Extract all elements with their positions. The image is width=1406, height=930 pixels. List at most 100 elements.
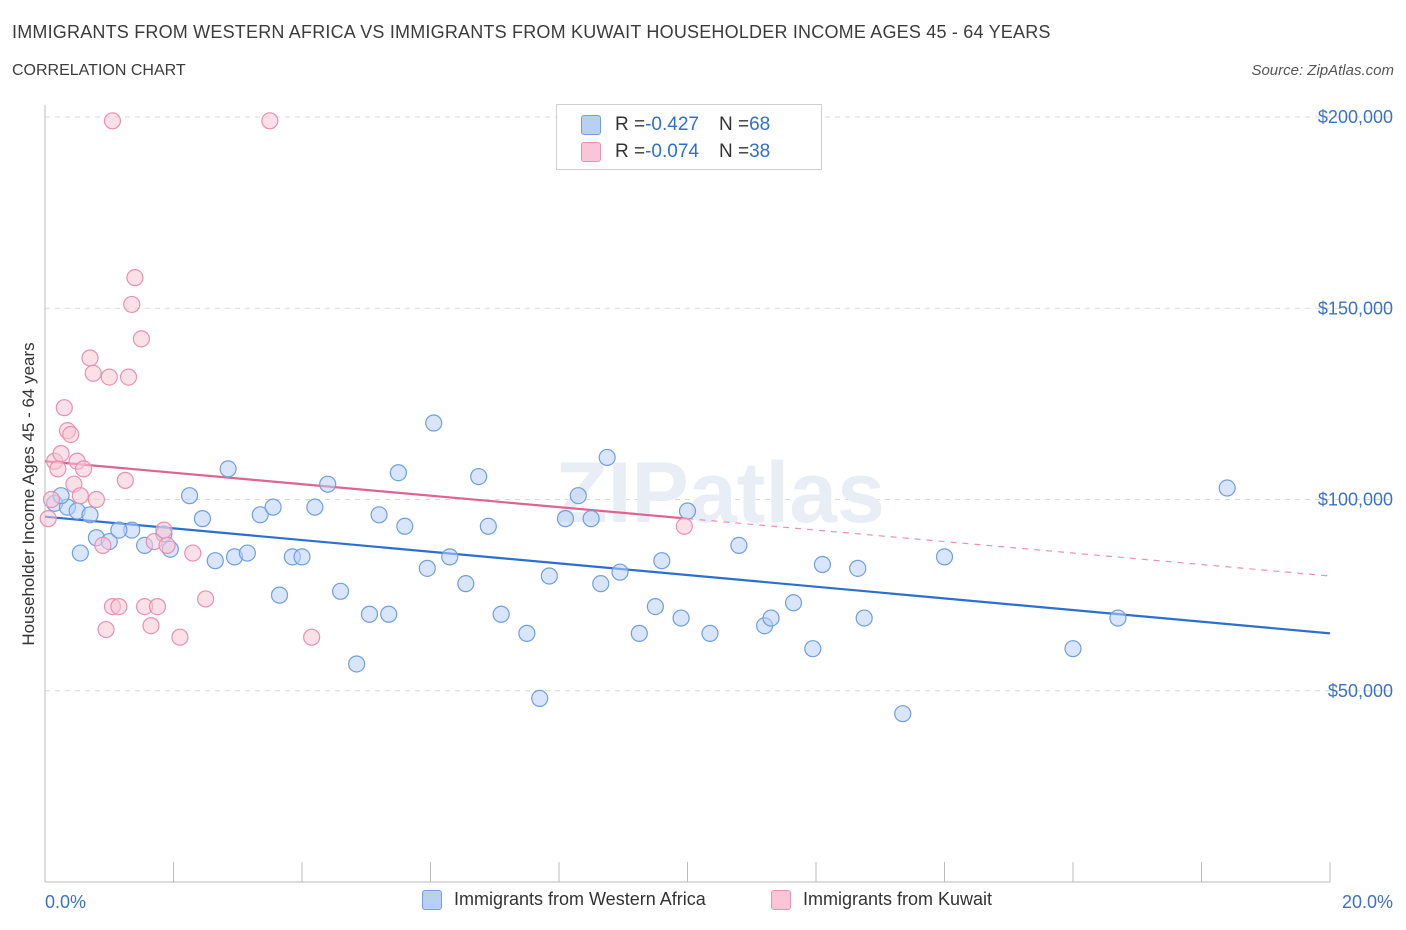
point-western-africa bbox=[1109, 609, 1127, 627]
point-western-africa bbox=[730, 536, 748, 555]
point-kuwait bbox=[97, 620, 115, 639]
point-western-africa bbox=[678, 502, 697, 520]
point-western-africa bbox=[492, 605, 510, 623]
point-western-africa bbox=[556, 510, 575, 528]
point-western-africa bbox=[370, 506, 388, 524]
point-western-africa bbox=[855, 609, 873, 627]
point-kuwait bbox=[675, 517, 693, 535]
point-kuwait bbox=[87, 490, 106, 509]
point-western-africa bbox=[894, 705, 912, 723]
point-western-africa bbox=[518, 624, 536, 642]
point-western-africa bbox=[110, 521, 128, 539]
point-western-africa bbox=[592, 575, 610, 593]
point-western-africa bbox=[1064, 640, 1082, 658]
point-kuwait bbox=[123, 295, 141, 314]
point-western-africa bbox=[425, 414, 443, 432]
r-value: -0.427 bbox=[645, 114, 699, 135]
r-label: R = bbox=[615, 114, 646, 135]
r-value: -0.074 bbox=[645, 141, 699, 162]
y-tick-label: $100,000 bbox=[1318, 490, 1393, 510]
point-kuwait bbox=[39, 510, 57, 528]
point-kuwait bbox=[81, 349, 99, 367]
point-kuwait bbox=[197, 590, 215, 608]
stats-row-western-africa: R = -0.427 N = 68 bbox=[581, 114, 770, 136]
point-western-africa bbox=[672, 609, 690, 627]
x-tick-label-min: 0.0% bbox=[45, 892, 86, 912]
point-kuwait bbox=[261, 112, 279, 130]
point-kuwait bbox=[71, 487, 89, 505]
point-kuwait bbox=[55, 399, 73, 417]
point-western-africa bbox=[441, 548, 459, 566]
point-western-africa bbox=[219, 460, 237, 478]
axes bbox=[44, 105, 1331, 883]
point-kuwait bbox=[171, 628, 189, 646]
point-western-africa bbox=[396, 517, 414, 535]
n-label: N = bbox=[718, 114, 750, 135]
point-kuwait bbox=[158, 536, 176, 555]
point-western-africa bbox=[270, 586, 289, 604]
point-western-africa bbox=[293, 548, 311, 566]
point-western-africa bbox=[598, 448, 616, 467]
stats-legend: R = -0.427 N = 68 R = -0.074 N = 38 bbox=[556, 104, 822, 170]
y-tick-label: $150,000 bbox=[1318, 298, 1393, 318]
point-kuwait bbox=[110, 597, 128, 616]
chart-title: IMMIGRANTS FROM WESTERN AFRICA VS IMMIGR… bbox=[12, 22, 1051, 42]
point-western-africa bbox=[457, 575, 475, 593]
gridlines bbox=[45, 116, 1393, 692]
point-western-africa bbox=[1218, 479, 1236, 497]
y-tick-label: $200,000 bbox=[1318, 107, 1393, 127]
point-western-africa bbox=[762, 609, 780, 627]
point-western-africa bbox=[180, 487, 199, 505]
point-western-africa bbox=[479, 517, 497, 535]
point-kuwait bbox=[155, 521, 173, 539]
point-western-africa bbox=[935, 548, 954, 566]
point-western-africa bbox=[251, 506, 269, 524]
point-western-africa bbox=[653, 552, 671, 570]
point-kuwait bbox=[42, 490, 61, 509]
point-western-africa bbox=[630, 624, 648, 642]
point-western-africa bbox=[264, 498, 282, 516]
point-kuwait bbox=[52, 445, 70, 463]
point-western-africa bbox=[531, 689, 549, 708]
point-western-africa bbox=[306, 498, 324, 516]
legend-label-kuwait: Immigrants from Kuwait bbox=[803, 889, 993, 909]
point-western-africa bbox=[319, 475, 337, 493]
point-western-africa bbox=[701, 624, 719, 642]
legend-swatch-western-africa bbox=[422, 889, 442, 910]
point-western-africa bbox=[646, 597, 664, 616]
legend-item-kuwait[interactable]: Immigrants from Kuwait bbox=[771, 889, 992, 910]
series1-swatch bbox=[581, 115, 601, 135]
point-western-africa bbox=[238, 544, 256, 562]
point-kuwait bbox=[148, 597, 167, 616]
point-kuwait bbox=[126, 269, 144, 287]
stats-row-kuwait: R = -0.074 N = 38 bbox=[581, 141, 770, 163]
point-kuwait bbox=[49, 460, 67, 478]
point-western-africa bbox=[71, 544, 89, 562]
legend-item-western-africa[interactable]: Immigrants from Western Africa bbox=[422, 889, 706, 910]
n-value: 68 bbox=[749, 114, 771, 135]
point-kuwait bbox=[119, 368, 138, 386]
trend-line-kuwait-extension bbox=[687, 518, 1331, 577]
point-kuwait bbox=[116, 471, 134, 489]
trend-line-kuwait bbox=[44, 460, 688, 520]
point-western-africa bbox=[380, 605, 398, 623]
point-kuwait bbox=[62, 425, 80, 444]
point-kuwait bbox=[84, 364, 102, 382]
y-tick-labels: $50,000 $100,000 $150,000 $200,000 bbox=[1318, 107, 1393, 701]
point-western-africa bbox=[360, 605, 379, 623]
point-western-africa bbox=[470, 467, 488, 486]
y-axis-label: Householder Income Ages 45 - 64 years bbox=[19, 342, 38, 645]
n-value: 38 bbox=[749, 141, 771, 162]
point-western-africa bbox=[348, 655, 366, 673]
point-western-africa bbox=[206, 552, 224, 570]
point-kuwait bbox=[303, 628, 321, 646]
point-western-africa bbox=[611, 563, 629, 581]
chart-subtitle: CORRELATION CHART bbox=[12, 62, 186, 79]
point-western-africa bbox=[849, 559, 867, 577]
source-label: Source: ZipAtlas.com bbox=[1251, 62, 1394, 79]
point-western-africa bbox=[813, 555, 832, 574]
point-western-africa bbox=[389, 464, 407, 482]
point-western-africa bbox=[418, 559, 436, 577]
point-kuwait bbox=[132, 330, 150, 348]
